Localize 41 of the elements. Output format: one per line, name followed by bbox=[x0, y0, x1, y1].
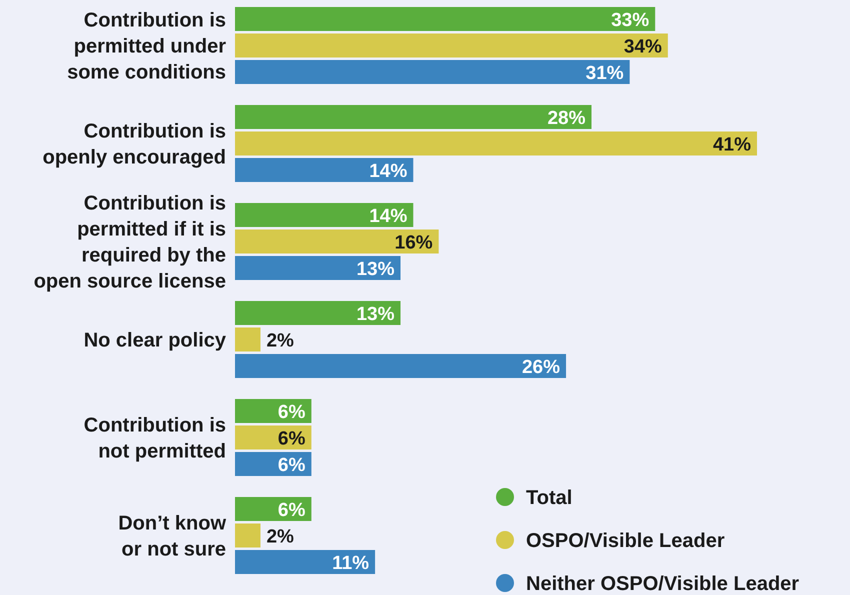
data-label: 6% bbox=[278, 428, 306, 450]
data-label: 13% bbox=[356, 259, 395, 280]
data-label: 6% bbox=[278, 500, 306, 521]
data-label: 28% bbox=[547, 108, 586, 129]
data-label: 33% bbox=[611, 10, 650, 31]
y-tick-label: Don’t know or not sure bbox=[118, 512, 226, 560]
bar bbox=[235, 60, 630, 84]
data-label: 2% bbox=[266, 526, 294, 548]
data-label: 41% bbox=[712, 134, 752, 156]
y-tick-label: Contribution is openly encouraged bbox=[42, 120, 226, 168]
data-label: 6% bbox=[278, 402, 306, 423]
data-label: 11% bbox=[332, 553, 370, 574]
y-tick-label: No clear policy bbox=[84, 330, 227, 352]
legend-label: OSPO/Visible Leader bbox=[526, 530, 725, 552]
bar bbox=[235, 105, 592, 129]
y-tick-label: Contribution is permitted under some conditions bbox=[67, 10, 226, 84]
bar bbox=[235, 550, 376, 574]
data-label: 34% bbox=[624, 36, 662, 58]
bar bbox=[235, 354, 566, 378]
bar bbox=[235, 230, 439, 254]
y-tick-label: Contribution is permitted if it is required by the open source license bbox=[34, 192, 226, 292]
data-label: 14% bbox=[369, 206, 408, 227]
data-label: 31% bbox=[586, 63, 624, 84]
bar bbox=[235, 328, 260, 352]
bar bbox=[235, 524, 260, 548]
bar bbox=[235, 7, 656, 31]
data-label: 16% bbox=[394, 232, 433, 254]
data-label: 13% bbox=[356, 304, 395, 325]
bar bbox=[235, 158, 414, 182]
bar bbox=[235, 132, 757, 156]
bar bbox=[235, 301, 401, 325]
data-label: 26% bbox=[522, 357, 560, 378]
data-label: 14% bbox=[369, 161, 408, 182]
legend-label: Neither OSPO/Visible Leader bbox=[526, 573, 800, 595]
bar bbox=[235, 203, 414, 227]
data-label: 2% bbox=[266, 330, 294, 352]
bar bbox=[235, 34, 668, 58]
data-label: 6% bbox=[278, 455, 306, 476]
legend-label: Total bbox=[526, 487, 572, 509]
y-tick-label: Contribution is not permitted bbox=[84, 414, 226, 462]
bar bbox=[235, 256, 401, 280]
